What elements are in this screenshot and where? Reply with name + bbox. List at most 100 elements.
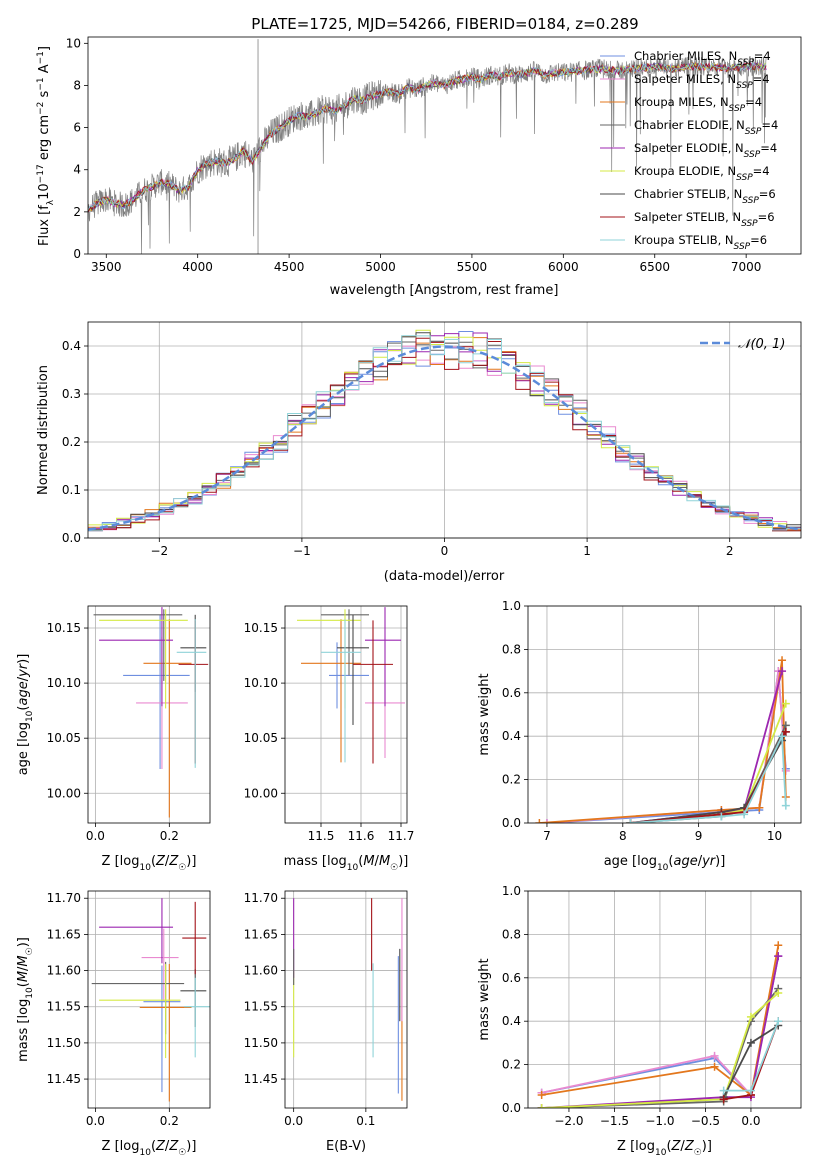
mass-vs-Z-plot-area (91, 898, 210, 1102)
weight-marker (746, 1012, 755, 1021)
x-tick-label: 5500 (457, 260, 488, 274)
legend-label: Kroupa ELODIE, NSSP=4 (634, 164, 770, 183)
residuals-axes: −2 −1 0 1 2 0.0 0.1 0.2 0.3 0.4 𝒩(0, 1) (data-model… (36, 321, 802, 584)
y-tick-label: 10.00 (244, 786, 278, 800)
axes-frame (284, 890, 408, 1109)
weight-marker (746, 1086, 755, 1095)
gaussian-curve (88, 345, 801, 531)
x-tick-label: 0.0 (741, 1114, 760, 1128)
weight-marker (774, 941, 783, 950)
y-tick-label: 0.8 (502, 927, 521, 941)
x-axis-label: Z [log10(Z/Z☉)] (617, 1139, 712, 1158)
x-tick-label: 10 (767, 829, 782, 843)
y-tick-label: 0.6 (502, 971, 521, 985)
y-axis-label: mass [log10(M/M☉)] (16, 937, 35, 1062)
weight-marker (781, 801, 790, 810)
age-vs-mass-axes: 11.5 11.6 11.7 10.00 10.05 10.10 10.15 mass [lo… (244, 605, 414, 873)
weight-marker (626, 819, 635, 823)
y-axis-label: Flux [fλ10−17 erg cm−2 s−1 A−1] (36, 46, 56, 246)
x-tick-label: 0.0 (86, 1114, 105, 1128)
weight-marker (740, 810, 749, 819)
x-axis-label: mass [log10(M/M☉)] (284, 854, 409, 873)
point-salpeter-stelib (182, 901, 207, 975)
age-vs-mass-plot-area (297, 607, 405, 764)
weight-marker (781, 727, 790, 736)
weight-marker (710, 1051, 719, 1060)
x-axis-label: Z [log10(Z/Z☉)] (102, 854, 197, 873)
series-salpeter-miles (542, 667, 790, 823)
y-tick-label: 1.0 (502, 599, 521, 613)
x-tick-label: 9 (695, 829, 703, 843)
y-tick-label: 11.70 (47, 891, 81, 905)
point-chabrier-stelib (180, 614, 207, 692)
y-tick-label: 0.0 (502, 816, 521, 830)
weight-line (630, 703, 787, 823)
legend-label: Kroupa STELIB, NSSP=6 (634, 233, 767, 252)
x-axis-label: age [log10(age/yr)] (604, 854, 726, 873)
y-tick-label: 10.05 (244, 731, 278, 745)
weight-marker (774, 952, 783, 961)
spectrum-plot-area (88, 39, 767, 254)
point-chabrier-elodie (93, 609, 183, 681)
x-axis-label: wavelength [Angstrom, rest frame] (330, 283, 559, 298)
weight-marker (717, 812, 726, 821)
point-chabrier-miles (123, 614, 190, 770)
x-tick-label: −0.5 (691, 1114, 720, 1128)
mass-vs-Z-axes: 0.0 0.2 11.45 11.50 11.55 11.60 11.65 11.70 Z [l… (16, 890, 211, 1158)
weight-marker (719, 1086, 728, 1095)
point-salpeter-stelib (353, 620, 393, 764)
series-kroupa-miles (535, 656, 790, 823)
x-tick-label: 6000 (548, 260, 579, 274)
y-tick-label: 0.0 (502, 1101, 521, 1115)
x-tick-label: −2 (150, 544, 168, 558)
y-tick-label: 1.0 (502, 884, 521, 898)
y-tick-label: 10.15 (244, 621, 278, 635)
y-axis-label: mass weight (477, 673, 492, 755)
point-chabrier-elodie (91, 961, 185, 1035)
point-salpeter-miles (141, 928, 179, 1001)
point-salpeter-elodie (99, 607, 174, 707)
axes-frame (284, 605, 408, 824)
weight-marker (778, 656, 787, 665)
point-salpeter-stelib (178, 620, 209, 764)
point-kroupa-elodie (297, 609, 361, 709)
mass-weight-vs-age-axes: 7 8 9 10 0.0 0.2 0.4 0.6 0.8 1.0 age [log10(age/yr… (477, 599, 802, 873)
weight-marker (719, 1095, 728, 1104)
point-kroupa-elodie (99, 609, 188, 709)
x-tick-label: −1.0 (645, 1114, 674, 1128)
y-tick-label: 10.05 (47, 731, 81, 745)
weight-line (630, 670, 783, 823)
x-tick-label: −2.0 (554, 1114, 583, 1128)
weight-marker (774, 1017, 783, 1026)
mass-weight-vs-Z-plot-area (537, 941, 783, 1108)
x-tick-label: 2 (726, 544, 734, 558)
series-chabrier-miles (542, 667, 790, 823)
y-axis-label: age [log10(age/yr)] (16, 654, 35, 776)
mass-vs-EBV-plot-area (293, 898, 403, 1101)
x-tick-label: 0.2 (160, 829, 179, 843)
y-tick-label: 0.2 (502, 773, 521, 787)
legend-label: 𝒩(0, 1) (738, 337, 785, 352)
x-tick-label: 1 (583, 544, 591, 558)
weight-marker (542, 819, 551, 823)
x-tick-label: 4500 (274, 260, 305, 274)
x-tick-label: 6500 (639, 260, 670, 274)
weight-marker (781, 699, 790, 708)
weight-marker (755, 803, 764, 812)
y-tick-label: 0.4 (502, 1014, 521, 1028)
x-tick-label: −1 (293, 544, 311, 558)
model-line-kroupa-stelib (88, 62, 766, 212)
y-tick-label: 0.3 (62, 387, 81, 401)
residuals-plot-area (88, 329, 801, 532)
weight-marker (537, 1090, 546, 1099)
axes-frame (527, 890, 802, 1109)
y-axis-label: mass weight (477, 958, 492, 1040)
weight-marker (778, 732, 787, 741)
y-tick-label: 11.55 (244, 1000, 278, 1014)
x-axis-label: Z [log10(Z/Z☉)] (102, 1139, 197, 1158)
y-tick-label: 10 (66, 36, 81, 50)
age-vs-Z-plot-area (93, 607, 209, 818)
x-tick-label: 3500 (91, 260, 122, 274)
axes-frame (87, 36, 802, 255)
